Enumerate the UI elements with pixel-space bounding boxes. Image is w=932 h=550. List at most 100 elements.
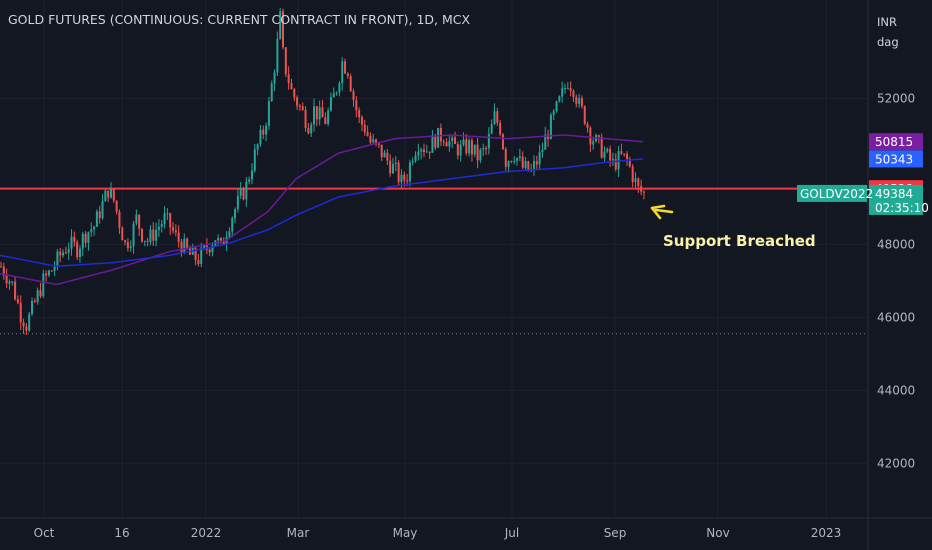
candle-body: [341, 61, 344, 84]
candle-body: [242, 188, 245, 200]
candle-body: [332, 93, 335, 98]
candle-body: [183, 238, 186, 253]
x-tick-label: Mar: [287, 526, 310, 540]
candle-body: [383, 152, 386, 158]
candle-body: [87, 232, 90, 243]
moving-average-line: [0, 134, 644, 286]
candle-body: [462, 139, 465, 145]
price-tag-value: 50815: [875, 135, 913, 149]
candle-body: [262, 129, 265, 135]
x-tick-label: May: [393, 526, 418, 540]
candle-body: [538, 152, 541, 165]
candle-body: [135, 214, 138, 224]
candle-body: [493, 111, 496, 125]
candle-body: [53, 266, 56, 271]
candle-body: [236, 195, 239, 210]
candle-body: [369, 135, 372, 143]
candle-body: [583, 106, 586, 124]
y-tick-label: 42000: [877, 456, 915, 470]
candle-body: [315, 106, 318, 120]
candle-body: [121, 227, 124, 241]
candle-body: [425, 151, 428, 153]
candle-body: [5, 275, 8, 284]
candle-body: [78, 248, 81, 258]
candle-body: [73, 236, 76, 243]
candle-body: [637, 178, 640, 187]
symbol-tag[interactable]: [797, 184, 867, 202]
candle-body: [56, 251, 59, 267]
candle-body: [265, 125, 268, 135]
candle-body: [160, 224, 163, 227]
candle-body: [552, 111, 555, 115]
candle-body: [456, 143, 459, 156]
candle-body: [380, 144, 383, 158]
x-tick-label: 2022: [191, 526, 222, 540]
candle-body: [439, 127, 442, 142]
candle-body: [496, 111, 499, 123]
candle-body: [36, 290, 39, 302]
candle-body: [600, 136, 603, 158]
candle-body: [566, 87, 569, 89]
candle-body: [90, 229, 93, 233]
candle-body: [360, 117, 363, 125]
candle-body: [578, 98, 581, 104]
candle-body: [301, 106, 304, 111]
candle-body: [16, 299, 19, 303]
candle-body: [245, 181, 248, 200]
annotation-arrow-icon: [650, 204, 674, 220]
candle-body: [521, 156, 524, 168]
candle-body: [476, 144, 479, 161]
candle-body: [95, 211, 98, 227]
x-tick-label: 16: [114, 526, 129, 540]
chart-title: GOLD FUTURES (CONTINUOUS: CURRENT CONTRA…: [8, 12, 471, 27]
candle-body: [248, 179, 251, 182]
candle-body: [544, 134, 547, 150]
currency-label[interactable]: INR dag: [877, 12, 899, 52]
candle-body: [19, 302, 22, 323]
candle-body: [366, 132, 369, 136]
candle-body: [8, 281, 11, 284]
y-tick-label: 52000: [877, 91, 915, 105]
candle-body: [394, 162, 397, 164]
candle-body: [442, 141, 445, 143]
candle-body: [527, 161, 530, 171]
candle-body: [259, 129, 262, 145]
unit-label: dag: [877, 35, 899, 49]
candle-body: [222, 240, 225, 245]
candle-body: [180, 241, 183, 253]
candle-body: [115, 200, 118, 212]
candle-body: [603, 151, 606, 158]
candle-body: [211, 245, 214, 253]
candle-body: [609, 148, 612, 161]
candle-body: [344, 61, 347, 74]
candle-body: [310, 124, 313, 134]
candle-body: [352, 91, 355, 101]
candle-body: [516, 157, 519, 161]
candle-body: [473, 144, 476, 155]
candle-body: [287, 74, 290, 84]
candle-body: [304, 110, 307, 129]
candle-body: [270, 83, 273, 102]
candle-body: [628, 158, 631, 167]
candle-body: [290, 83, 293, 90]
price-tag-value: 50343: [875, 152, 913, 166]
candle-body: [346, 73, 349, 77]
candle-body: [298, 105, 301, 107]
candle-body: [149, 229, 152, 242]
candle-body: [112, 188, 115, 201]
candle-body: [50, 270, 53, 272]
candle-body: [296, 97, 299, 106]
candle-body: [485, 148, 488, 150]
candle-body: [31, 300, 34, 315]
candle-body: [532, 161, 535, 169]
candle-body: [549, 114, 552, 139]
x-tick-label: Jul: [504, 526, 519, 540]
candle-body: [363, 124, 366, 133]
candle-body: [22, 322, 25, 327]
candle-body: [400, 174, 403, 183]
price-tag: [869, 150, 923, 168]
candle-body: [423, 149, 425, 153]
candle-body: [166, 213, 169, 215]
candle-body: [141, 228, 143, 242]
